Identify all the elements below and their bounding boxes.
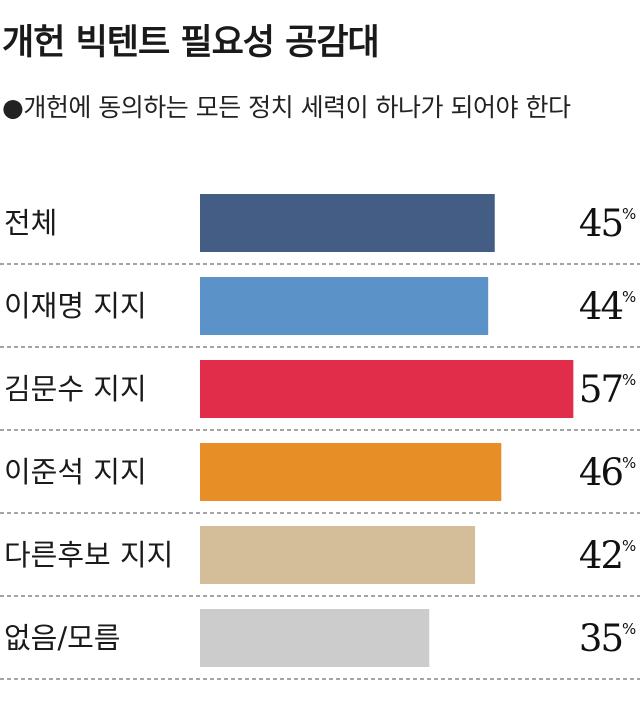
- data-label: 35: [579, 617, 622, 660]
- bar: [200, 443, 502, 501]
- category-label: 이재명 지지: [4, 289, 147, 323]
- bar: [200, 526, 476, 584]
- data-label: 57: [579, 368, 622, 411]
- data-label-unit: %: [622, 288, 636, 306]
- data-label: 42: [579, 534, 622, 577]
- category-label: 다른후보 지지: [4, 538, 173, 572]
- bar: [200, 277, 489, 335]
- data-label: 46: [579, 451, 623, 494]
- bar: [200, 360, 574, 418]
- category-label: 김문수 지지: [4, 372, 147, 406]
- bar: [200, 609, 430, 667]
- data-label-unit: %: [622, 537, 636, 555]
- data-label-unit: %: [622, 371, 636, 389]
- data-label: 45: [579, 202, 622, 245]
- chart-subtitle: ●개헌에 동의하는 모든 정치 세력이 하나가 되어야 한다: [2, 93, 571, 122]
- category-label: 이준석 지지: [4, 455, 147, 489]
- data-label-unit: %: [622, 620, 636, 638]
- bar: [200, 194, 495, 252]
- data-label: 44: [579, 285, 623, 328]
- category-label: 전체: [4, 206, 57, 240]
- data-label-unit: %: [622, 205, 636, 223]
- chart-title: 개헌 빅텐트 필요성 공감대: [2, 23, 380, 63]
- category-label: 없음/모름: [4, 621, 121, 655]
- data-label-unit: %: [622, 454, 636, 472]
